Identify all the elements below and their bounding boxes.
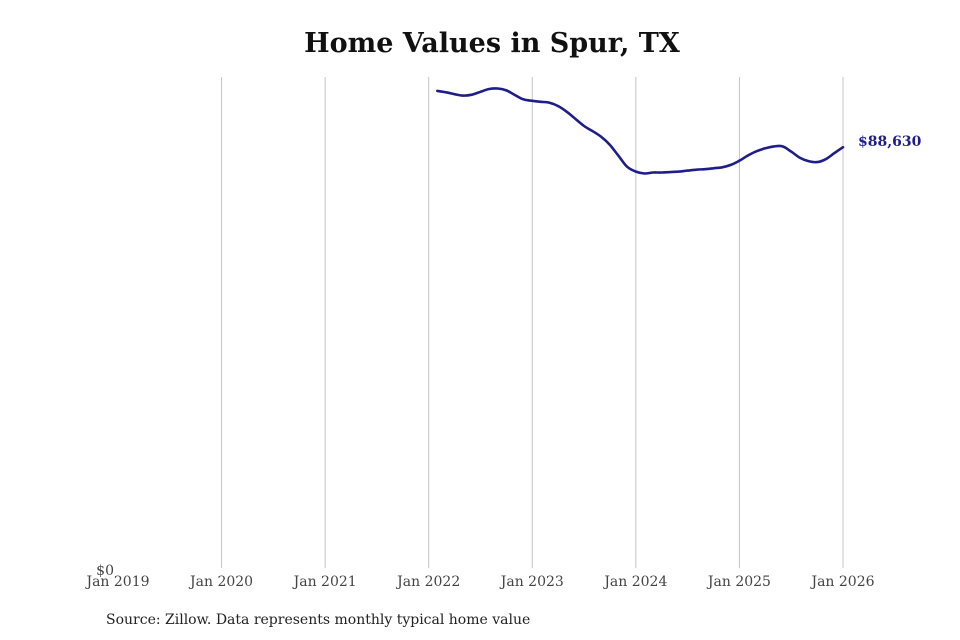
- data-point: [505, 89, 507, 91]
- data-point: [497, 88, 499, 90]
- x-tick-label: Jan 2019: [84, 574, 149, 590]
- source-note: Source: Zillow. Data represents monthly …: [106, 612, 531, 628]
- data-point: [652, 172, 654, 174]
- data-point: [454, 93, 456, 95]
- data-point: [480, 91, 482, 93]
- data-point: [669, 171, 671, 173]
- data-point: [609, 144, 611, 146]
- data-point: [644, 173, 646, 175]
- data-point: [540, 101, 542, 103]
- data-point: [730, 164, 732, 166]
- chart-title: Home Values in Spur, TX: [304, 28, 680, 59]
- x-tick-label: Jan 2020: [188, 574, 253, 590]
- x-tick-label: Jan 2023: [499, 574, 564, 590]
- x-tick-label: Jan 2025: [706, 574, 771, 590]
- data-point: [842, 146, 844, 148]
- data-point: [661, 172, 663, 174]
- data-point: [557, 105, 559, 107]
- series-line: [436, 87, 845, 175]
- data-point: [790, 151, 792, 153]
- data-point: [825, 158, 827, 160]
- series-layer: [436, 87, 845, 175]
- data-point: [514, 94, 516, 96]
- data-point: [626, 166, 628, 168]
- data-point: [436, 90, 438, 92]
- data-point: [531, 100, 533, 102]
- labels-layer: Jan 2019 Jan 2020 Jan 2021 Jan 2022 Jan 2023…: [84, 134, 921, 590]
- x-tick-label: Jan 2021: [292, 574, 357, 590]
- data-point: [833, 152, 835, 154]
- data-point: [808, 160, 810, 162]
- data-point: [600, 136, 602, 138]
- data-point: [635, 171, 637, 173]
- data-point: [721, 166, 723, 168]
- y-tick-label: $0: [96, 563, 114, 579]
- x-tick-label: Jan 2024: [602, 574, 667, 590]
- data-point: [695, 169, 697, 171]
- data-point: [782, 145, 784, 147]
- data-point: [592, 130, 594, 132]
- data-point: [799, 157, 801, 159]
- data-point: [583, 125, 585, 127]
- data-point: [713, 167, 715, 169]
- end-value-label: $88,630: [858, 134, 922, 150]
- data-point: [704, 168, 706, 170]
- data-point: [687, 170, 689, 172]
- data-point: [549, 102, 551, 104]
- data-point: [523, 98, 525, 100]
- data-point: [764, 147, 766, 149]
- data-point: [574, 118, 576, 120]
- data-point: [756, 150, 758, 152]
- data-point: [816, 161, 818, 163]
- data-point: [566, 111, 568, 113]
- x-tick-label: Jan 2022: [395, 574, 460, 590]
- data-point: [445, 91, 447, 93]
- data-point: [618, 155, 620, 157]
- gridlines: [221, 77, 844, 568]
- x-tick-label: Jan 2026: [809, 574, 874, 590]
- data-point: [747, 154, 749, 156]
- data-point: [471, 94, 473, 96]
- data-point: [462, 95, 464, 97]
- data-point: [738, 160, 740, 162]
- data-point: [488, 88, 490, 90]
- data-point: [773, 145, 775, 147]
- data-point: [678, 171, 680, 173]
